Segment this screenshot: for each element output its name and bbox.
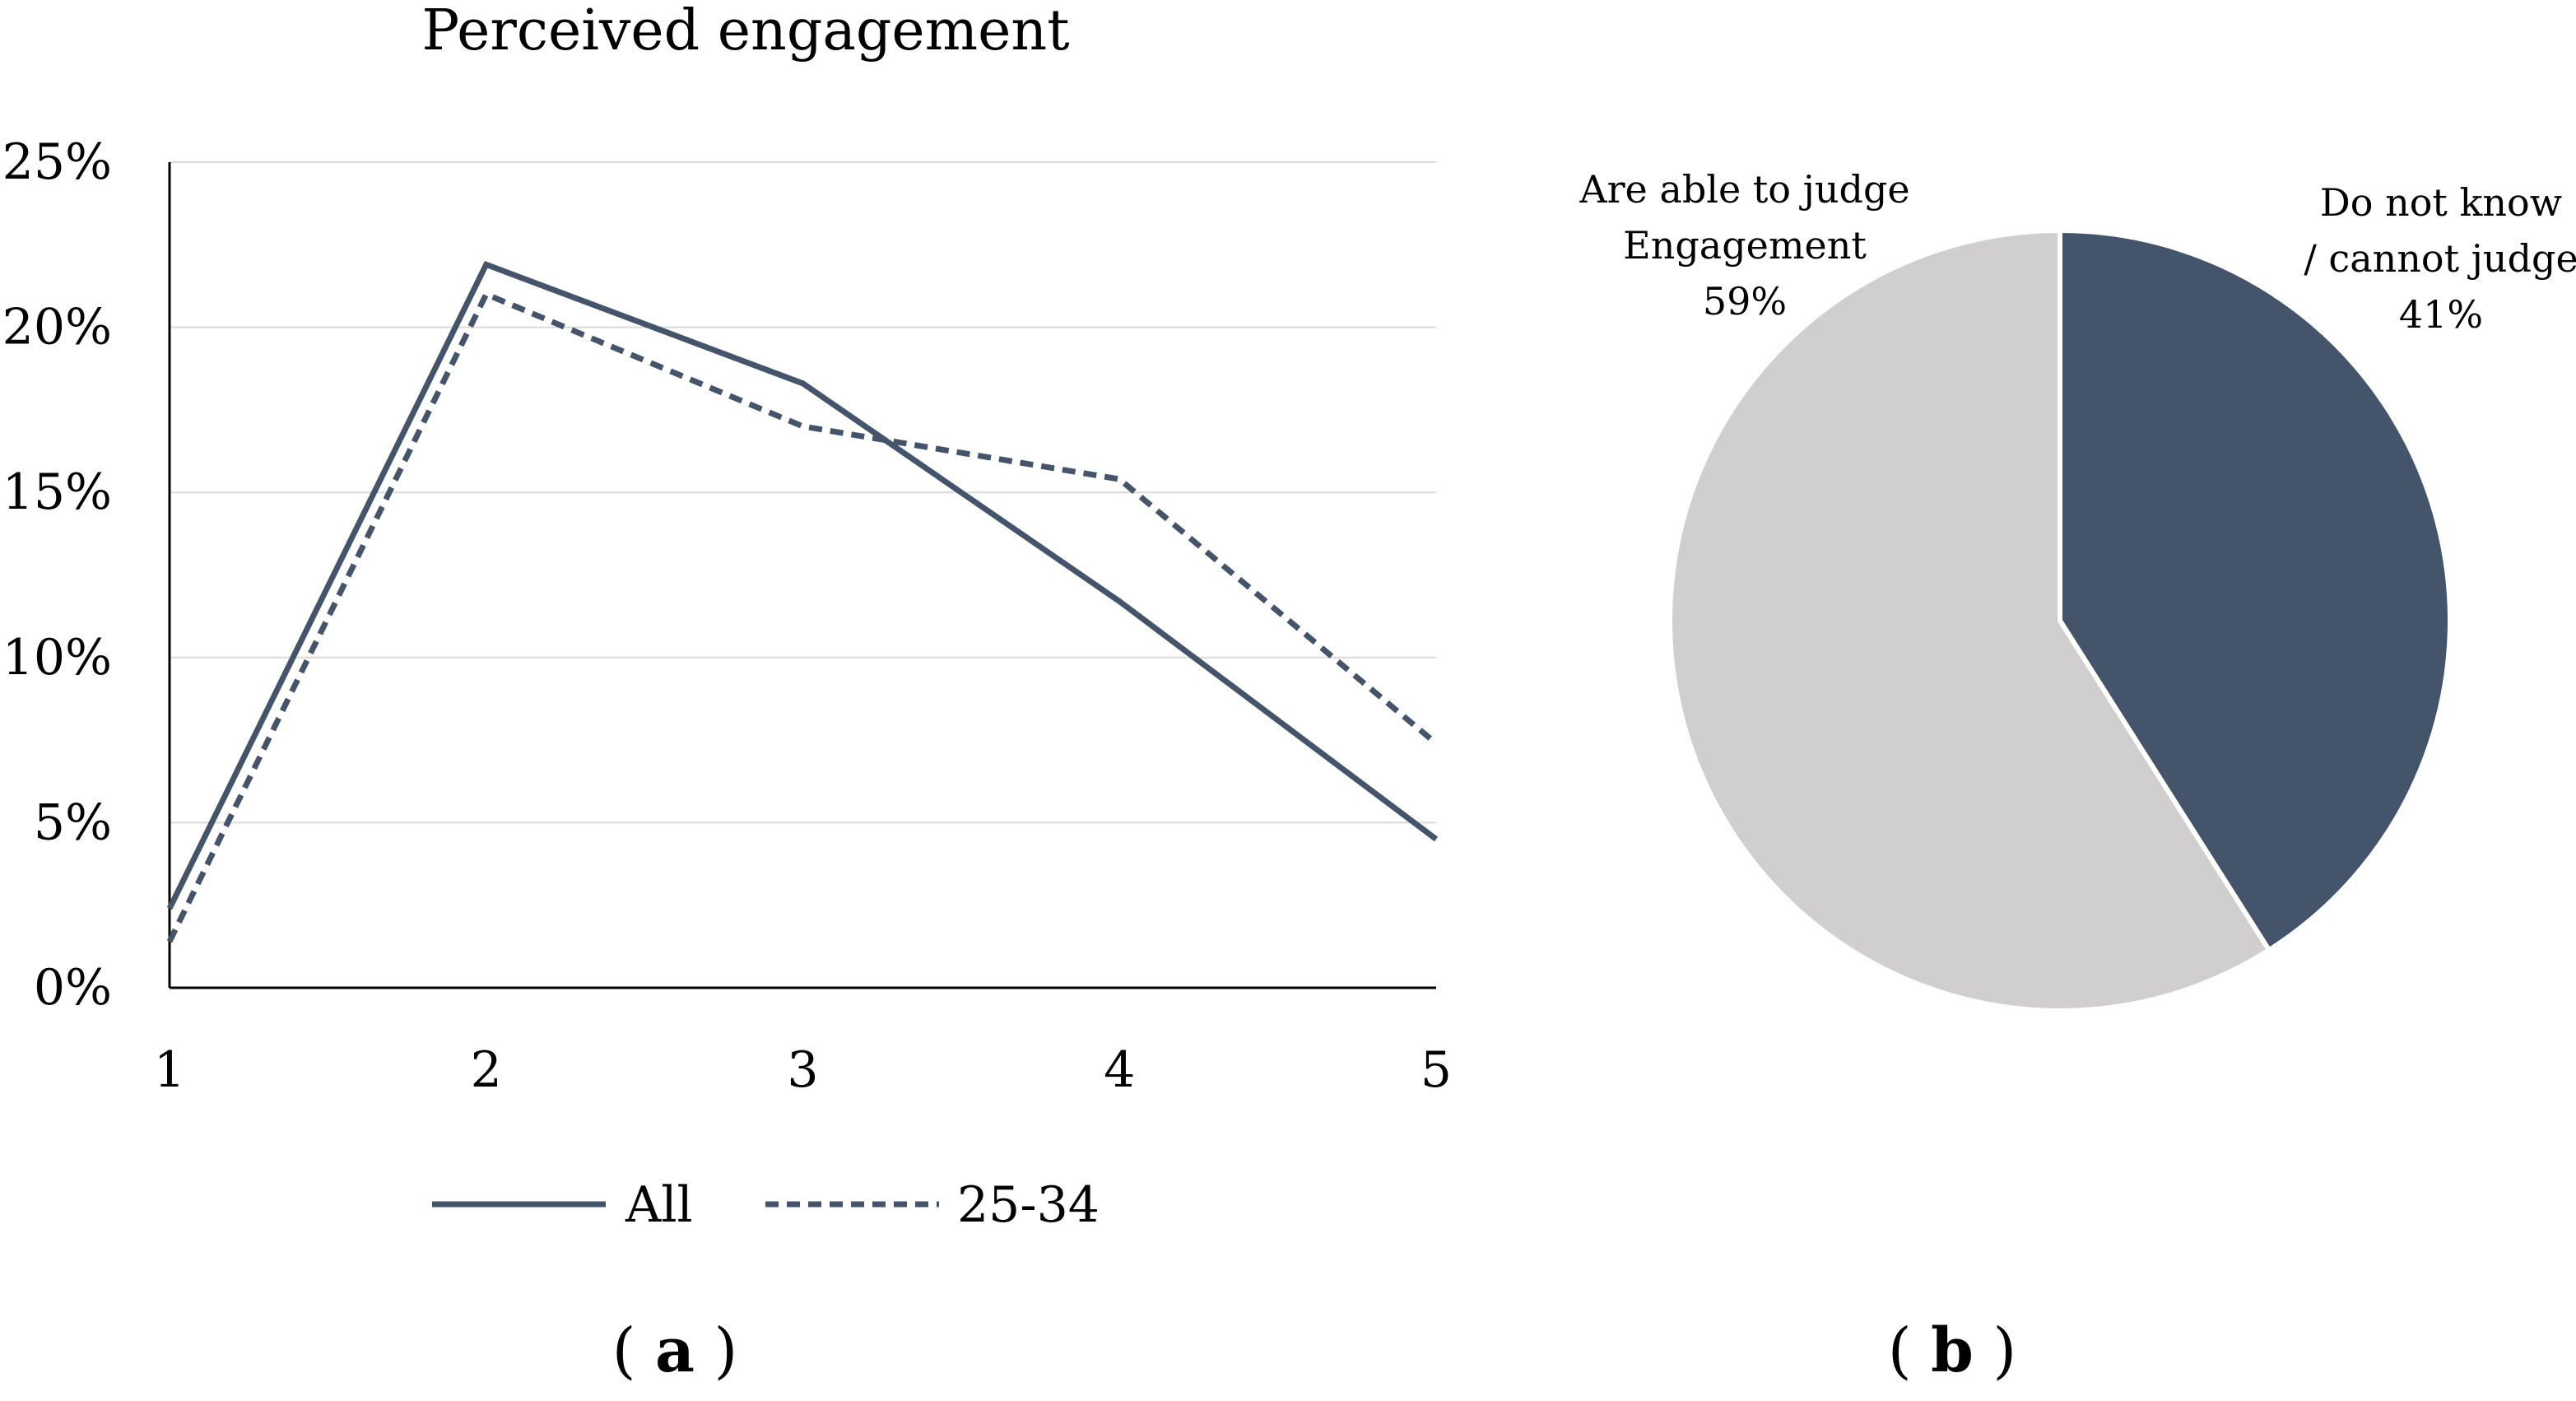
pie-chart: Do not know / cannot judge 41% Are able to … [1579,167,2576,1013]
line-chart-legend: All 25-34 [432,1176,1100,1234]
panel-label-a-letter: a [655,1315,695,1386]
x-tick-label-1: 1 [154,1041,185,1099]
panel-label-b-open-paren: ( [1888,1315,1912,1386]
pie-label-line-are-able-to-judge-engagement-1: Are able to judge [1579,167,1909,212]
pie-label-line-do-not-know-cannot-judge-3: 41% [2399,292,2483,337]
pie-label-are-able-to-judge-engagement: Are able to judge Engagement 59% [1579,167,1909,323]
series-line-25-34 [166,290,1439,943]
y-tick-label-0: 0% [34,959,112,1017]
x-tick-label-3: 3 [787,1041,818,1099]
line-chart-title: Perceived engagement [421,0,1069,63]
legend-label-all: All [625,1176,693,1234]
pie-label-line-do-not-know-cannot-judge-2: / cannot judge [2304,236,2576,281]
panel-label-a: ( a ) [612,1315,738,1386]
x-tick-label-2: 2 [471,1041,502,1099]
line-chart-axes [168,162,1436,989]
panel-label-b-close-paren: ) [1992,1315,2016,1386]
pie-label-line-are-able-to-judge-engagement-2: Engagement [1623,223,1867,268]
line-chart: Perceived engagement 0% 5% 10% 15% 20% 25% 1 2… [2,0,1452,1234]
pie-chart-labels: Do not know / cannot judge 41% Are able to … [1579,167,2576,337]
x-tick-label-4: 4 [1104,1041,1135,1099]
pie-label-do-not-know-cannot-judge: Do not know / cannot judge 41% [2304,180,2576,337]
y-tick-label-25: 25% [2,133,112,191]
y-tick-label-10: 10% [2,629,112,687]
panel-label-a-open-paren: ( [612,1315,636,1386]
legend-label-25-34: 25-34 [957,1176,1100,1234]
panel-label-b: ( b ) [1888,1315,2017,1386]
y-tick-label-5: 5% [34,794,112,851]
pie-label-line-do-not-know-cannot-judge-1: Do not know [2320,180,2562,225]
pie-label-line-are-able-to-judge-engagement-3: 59% [1703,279,1787,323]
y-tick-label-15: 15% [2,463,112,521]
line-chart-gridlines [170,161,1436,824]
panel-label-a-close-paren: ) [714,1315,738,1386]
line-chart-x-tick-labels: 1 2 3 4 5 [154,1041,1452,1099]
pie-slice-are-able-to-judge-engagement [1667,228,2271,1013]
y-tick-label-20: 20% [2,299,112,356]
series-line-all [166,260,1439,910]
panel-label-b-letter: b [1931,1315,1974,1386]
line-chart-y-tick-labels: 0% 5% 10% 15% 20% 25% [2,133,112,1017]
pie-chart-slices [1667,228,2453,1013]
line-chart-series [166,260,1439,943]
x-tick-label-5: 5 [1421,1041,1452,1099]
